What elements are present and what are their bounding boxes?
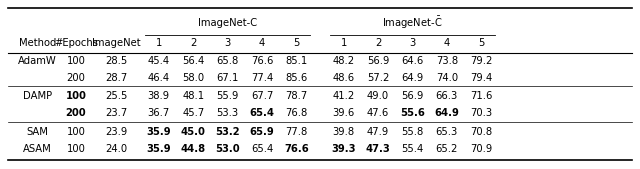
Text: 5: 5 [293,38,300,48]
Text: 5: 5 [478,38,484,48]
Text: 48.2: 48.2 [333,56,355,66]
Text: 64.9: 64.9 [435,108,460,118]
Text: 57.2: 57.2 [367,73,389,83]
Text: 56.4: 56.4 [182,56,204,66]
Text: 56.9: 56.9 [401,91,424,101]
Text: 65.4: 65.4 [251,144,273,154]
Text: 76.8: 76.8 [285,108,308,118]
Text: 1: 1 [156,38,162,48]
Text: 41.2: 41.2 [332,91,355,101]
Text: 65.8: 65.8 [216,56,239,66]
Text: 38.9: 38.9 [148,91,170,101]
Text: 39.8: 39.8 [333,127,355,137]
Text: 55.9: 55.9 [216,91,239,101]
Text: 79.2: 79.2 [470,56,492,66]
Text: 55.8: 55.8 [401,127,424,137]
Text: 100: 100 [65,91,86,101]
Text: 85.1: 85.1 [285,56,308,66]
Text: 71.6: 71.6 [470,91,492,101]
Text: 53.2: 53.2 [215,127,240,137]
Text: 4: 4 [444,38,450,48]
Text: 35.9: 35.9 [147,127,171,137]
Text: 4: 4 [259,38,265,48]
Text: 64.9: 64.9 [401,73,424,83]
Text: 76.6: 76.6 [251,56,273,66]
Text: 47.3: 47.3 [365,144,390,154]
Text: 45.4: 45.4 [148,56,170,66]
Text: #Epochs: #Epochs [54,38,98,48]
Text: 200: 200 [67,73,85,83]
Text: 73.8: 73.8 [436,56,458,66]
Text: 45.0: 45.0 [180,127,205,137]
Text: 28.5: 28.5 [105,56,127,66]
Text: 100: 100 [67,127,85,137]
Text: 78.7: 78.7 [285,91,308,101]
Text: 56.9: 56.9 [367,56,389,66]
Text: 66.3: 66.3 [436,91,458,101]
Text: SAM: SAM [27,127,49,137]
Text: 100: 100 [67,56,85,66]
Text: ImageNet: ImageNet [92,38,140,48]
Text: 23.7: 23.7 [105,108,127,118]
Text: 58.0: 58.0 [182,73,204,83]
Text: 200: 200 [66,108,86,118]
Text: 24.0: 24.0 [105,144,127,154]
Text: 85.6: 85.6 [285,73,308,83]
Text: 55.4: 55.4 [401,144,424,154]
Text: 39.6: 39.6 [332,108,355,118]
Text: 1: 1 [340,38,347,48]
Text: 67.1: 67.1 [216,73,239,83]
Text: 46.4: 46.4 [148,73,170,83]
Text: 3: 3 [225,38,231,48]
Text: 65.3: 65.3 [436,127,458,137]
Text: 76.6: 76.6 [284,144,308,154]
Text: 53.3: 53.3 [216,108,239,118]
Text: 3: 3 [409,38,415,48]
Text: 55.6: 55.6 [400,108,425,118]
Text: 77.4: 77.4 [251,73,273,83]
Text: ImageNet-C: ImageNet-C [198,18,257,28]
Text: 67.7: 67.7 [251,91,273,101]
Text: 36.7: 36.7 [148,108,170,118]
Text: 100: 100 [67,144,85,154]
Text: 35.9: 35.9 [147,144,171,154]
Text: 65.4: 65.4 [250,108,275,118]
Text: ImageNet-$\bar{\mathrm{C}}$: ImageNet-$\bar{\mathrm{C}}$ [382,15,443,31]
Text: 48.6: 48.6 [333,73,355,83]
Text: 47.9: 47.9 [367,127,389,137]
Text: 48.1: 48.1 [182,91,204,101]
Text: ASAM: ASAM [23,144,52,154]
Text: 49.0: 49.0 [367,91,389,101]
Text: Method: Method [19,38,56,48]
Text: 53.0: 53.0 [215,144,240,154]
Text: 28.7: 28.7 [105,73,127,83]
Text: 65.2: 65.2 [436,144,458,154]
Text: 65.9: 65.9 [250,127,275,137]
Text: 23.9: 23.9 [105,127,127,137]
Text: 39.3: 39.3 [332,144,356,154]
Text: 2: 2 [190,38,196,48]
Text: 70.9: 70.9 [470,144,492,154]
Text: AdamW: AdamW [19,56,57,66]
Text: DAMP: DAMP [23,91,52,101]
Text: 25.5: 25.5 [105,91,127,101]
Text: 70.3: 70.3 [470,108,492,118]
Text: 47.6: 47.6 [367,108,389,118]
Text: 77.8: 77.8 [285,127,308,137]
Text: 45.7: 45.7 [182,108,204,118]
Text: 74.0: 74.0 [436,73,458,83]
Text: 64.6: 64.6 [401,56,424,66]
Text: 2: 2 [375,38,381,48]
Text: 44.8: 44.8 [180,144,205,154]
Text: 79.4: 79.4 [470,73,492,83]
Text: 70.8: 70.8 [470,127,492,137]
